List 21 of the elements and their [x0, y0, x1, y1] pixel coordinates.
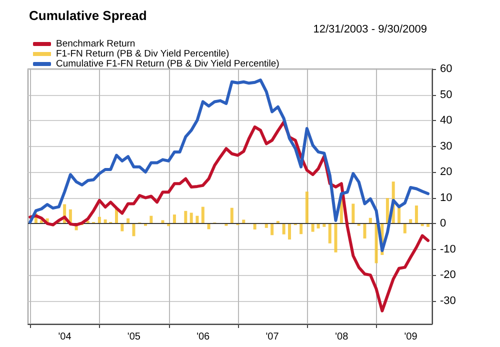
legend-label: Benchmark Return	[56, 38, 136, 50]
chart-title: Cumulative Spread	[29, 8, 147, 23]
x-tick-label: '08	[335, 332, 349, 342]
y-tick-label: -20	[440, 269, 456, 282]
x-tick-label: '07	[266, 332, 280, 342]
y-tick-label: 0	[440, 218, 446, 230]
y-tick-label: 50	[440, 88, 452, 101]
y-tick-label: -30	[440, 294, 456, 307]
y-tick-label: 20	[440, 166, 452, 178]
y-tick-label: -10	[440, 243, 456, 256]
legend-label: Cumulative F1-FN Return (PB & Div Yield Percentile)	[56, 58, 280, 70]
y-tick-label: 60	[440, 63, 452, 75]
x-tick-label: '06	[196, 332, 210, 342]
legend-label: F1-FN Return (PB & Div Yield Percentile)	[56, 48, 230, 60]
y-tick-label: 10	[440, 192, 452, 204]
x-tick-label: '09	[404, 332, 418, 342]
chart-subtitle: 12/31/2003 - 9/30/2009	[313, 24, 427, 36]
y-tick-label: 30	[440, 140, 452, 152]
y-tick-label: 40	[440, 114, 452, 127]
x-tick-label: '05	[127, 332, 141, 342]
x-tick-label: '04	[58, 332, 72, 342]
